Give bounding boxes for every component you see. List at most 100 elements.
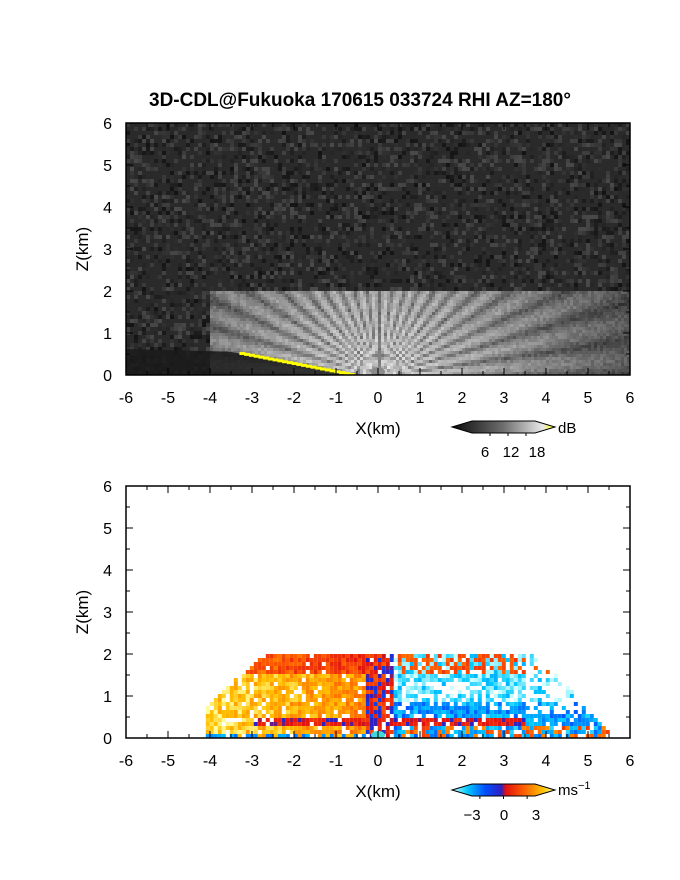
noise-cell bbox=[430, 179, 434, 183]
noise-cell bbox=[186, 255, 190, 259]
noise-cell bbox=[142, 271, 146, 275]
noise-cell bbox=[374, 171, 378, 175]
noise-cell bbox=[518, 227, 522, 231]
noise-cell bbox=[254, 255, 258, 259]
noise-cell bbox=[574, 187, 578, 191]
noise-cell bbox=[418, 187, 422, 191]
noise-cell bbox=[590, 191, 594, 195]
reflectivity-cell bbox=[315, 291, 318, 294]
noise-cell bbox=[218, 227, 222, 231]
reflectivity-cell bbox=[228, 303, 231, 306]
noise-cell bbox=[390, 131, 394, 135]
noise-cell bbox=[194, 219, 198, 223]
noise-cell bbox=[150, 259, 154, 263]
noise-cell bbox=[426, 187, 430, 191]
noise-cell bbox=[598, 159, 602, 163]
noise-cell bbox=[262, 167, 266, 171]
reflectivity-cell bbox=[258, 303, 261, 306]
reflectivity-cell bbox=[354, 297, 357, 300]
noise-cell bbox=[246, 167, 250, 171]
noise-cell bbox=[402, 267, 406, 271]
noise-cell bbox=[394, 167, 398, 171]
noise-cell bbox=[198, 307, 202, 311]
noise-cell bbox=[346, 195, 350, 199]
noise-cell bbox=[622, 251, 626, 255]
noise-cell bbox=[286, 139, 290, 143]
noise-cell bbox=[346, 143, 350, 147]
reflectivity-cell bbox=[444, 291, 447, 294]
noise-cell bbox=[374, 247, 378, 251]
noise-cell bbox=[190, 347, 194, 351]
noise-cell bbox=[246, 155, 250, 159]
noise-cell bbox=[610, 207, 614, 211]
noise-cell bbox=[462, 143, 466, 147]
noise-cell bbox=[394, 207, 398, 211]
reflectivity-cell bbox=[438, 300, 441, 303]
noise-cell bbox=[346, 223, 350, 227]
noise-cell bbox=[186, 143, 190, 147]
reflectivity-cell bbox=[582, 300, 585, 303]
noise-cell bbox=[466, 151, 470, 155]
noise-cell bbox=[142, 147, 146, 151]
noise-cell bbox=[410, 219, 414, 223]
noise-cell bbox=[250, 203, 254, 207]
noise-cell bbox=[454, 167, 458, 171]
reflectivity-cell bbox=[390, 297, 393, 300]
noise-cell bbox=[182, 323, 186, 327]
noise-cell bbox=[266, 199, 270, 203]
noise-cell bbox=[470, 171, 474, 175]
noise-cell bbox=[342, 263, 346, 267]
noise-cell bbox=[294, 275, 298, 279]
noise-cell bbox=[562, 243, 566, 247]
noise-cell bbox=[602, 255, 606, 259]
noise-cell bbox=[518, 131, 522, 135]
noise-cell bbox=[142, 291, 146, 295]
noise-cell bbox=[334, 275, 338, 279]
noise-cell bbox=[202, 223, 206, 227]
reflectivity-cell bbox=[360, 297, 363, 300]
noise-cell bbox=[550, 127, 554, 131]
reflectivity-cell bbox=[255, 297, 258, 300]
reflectivity-cell bbox=[291, 300, 294, 303]
noise-cell bbox=[330, 271, 334, 275]
noise-cell bbox=[138, 155, 142, 159]
noise-cell bbox=[290, 215, 294, 219]
reflectivity-cell bbox=[555, 297, 558, 300]
noise-cell bbox=[174, 135, 178, 139]
noise-cell bbox=[154, 159, 158, 163]
noise-cell bbox=[170, 143, 174, 147]
noise-cell bbox=[250, 243, 254, 247]
noise-cell bbox=[170, 315, 174, 319]
noise-cell bbox=[186, 275, 190, 279]
reflectivity-cell bbox=[570, 300, 573, 303]
noise-cell bbox=[374, 183, 378, 187]
noise-cell bbox=[298, 155, 302, 159]
noise-cell bbox=[558, 203, 562, 207]
noise-cell bbox=[270, 275, 274, 279]
noise-cell bbox=[338, 223, 342, 227]
noise-cell bbox=[286, 179, 290, 183]
noise-cell bbox=[162, 199, 166, 203]
noise-cell bbox=[430, 211, 434, 215]
noise-cell bbox=[350, 143, 354, 147]
noise-cell bbox=[382, 227, 386, 231]
noise-cell bbox=[462, 203, 466, 207]
noise-cell bbox=[610, 171, 614, 175]
noise-cell bbox=[466, 143, 470, 147]
reflectivity-cell bbox=[429, 300, 432, 303]
noise-cell bbox=[546, 271, 550, 275]
noise-cell bbox=[618, 219, 622, 223]
noise-cell bbox=[394, 183, 398, 187]
noise-cell bbox=[170, 207, 174, 211]
noise-cell bbox=[302, 219, 306, 223]
noise-cell bbox=[142, 139, 146, 143]
noise-cell bbox=[318, 167, 322, 171]
noise-cell bbox=[518, 159, 522, 163]
noise-cell bbox=[138, 315, 142, 319]
noise-cell bbox=[434, 131, 438, 135]
noise-cell bbox=[514, 163, 518, 167]
noise-cell bbox=[334, 263, 338, 267]
noise-cell bbox=[162, 307, 166, 311]
noise-cell bbox=[378, 279, 382, 283]
noise-cell bbox=[414, 199, 418, 203]
